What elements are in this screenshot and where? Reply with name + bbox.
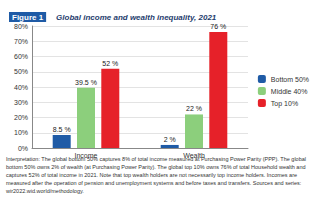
svg-text:Middle 40%: Middle 40% [271, 88, 308, 95]
svg-text:bottom 50% owns 2% of wealth (: bottom 50% owns 2% of wealth (at Purchas… [6, 164, 307, 170]
svg-text:39.5 %: 39.5 % [75, 79, 97, 86]
svg-text:measured after the operation o: measured after the operation of pension … [6, 180, 303, 186]
svg-text:76 %: 76 % [210, 23, 226, 30]
svg-text:50%: 50% [14, 68, 28, 75]
svg-text:Bottom 50%: Bottom 50% [271, 76, 309, 83]
svg-text:52 %: 52 % [102, 60, 118, 67]
svg-text:80%: 80% [14, 23, 28, 30]
svg-text:wir2022.wid.world/methodology.: wir2022.wid.world/methodology. [5, 188, 84, 194]
svg-text:22 %: 22 % [186, 105, 202, 112]
svg-text:60%: 60% [14, 53, 28, 60]
svg-text:8.5 %: 8.5 % [53, 126, 71, 133]
svg-text:0%: 0% [18, 145, 28, 152]
svg-text:Interpretation: The global bot: Interpretation: The global bottom 50% ca… [6, 156, 308, 162]
svg-text:Income: Income [75, 152, 98, 159]
svg-text:Top 10%: Top 10% [271, 100, 298, 108]
svg-text:Wealth: Wealth [183, 152, 205, 159]
svg-text:30%: 30% [14, 99, 28, 106]
svg-text:40%: 40% [14, 84, 28, 91]
svg-text:Global income and wealth inequ: Global income and wealth inequality, 202… [56, 13, 217, 22]
svg-text:2 %: 2 % [164, 136, 176, 143]
svg-text:Figure 1: Figure 1 [12, 13, 44, 22]
svg-text:captures 52% of total income i: captures 52% of total income in 2021. No… [6, 172, 299, 178]
svg-text:20%: 20% [14, 114, 28, 121]
svg-text:10%: 10% [14, 129, 28, 136]
svg-text:70%: 70% [14, 38, 28, 45]
